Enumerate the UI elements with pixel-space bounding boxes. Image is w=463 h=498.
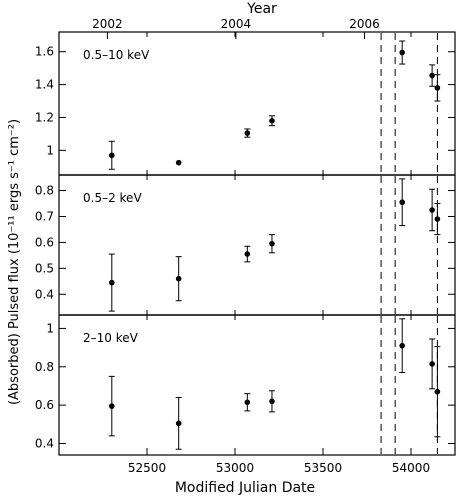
panel-label: 0.5–2 keV [83, 191, 142, 205]
x-axis-label: Modified Julian Date [175, 480, 315, 496]
y-axis-tick-label: 0.4 [35, 436, 54, 450]
top-axis-tick-label: 2004 [221, 17, 252, 31]
y-axis-tick-label: 0.8 [35, 360, 54, 374]
data-point [434, 388, 441, 395]
data-point [244, 251, 251, 257]
data-point [244, 399, 251, 406]
data-point [399, 49, 406, 56]
data-point [399, 342, 406, 349]
data-point [434, 85, 441, 91]
x-axis-tick-label: 53500 [304, 461, 342, 475]
y-axis-tick-label: 1.2 [35, 110, 54, 124]
y-axis-label: (Absorbed) Pulsed flux (10⁻¹¹ ergs s⁻¹ c… [7, 119, 22, 405]
y-axis-tick-label: 0.7 [35, 209, 54, 223]
data-point [429, 361, 435, 367]
y-axis-tick-label: 0.6 [35, 398, 54, 412]
x-axis-tick-label: 54000 [392, 461, 430, 475]
y-axis-tick-label: 1 [46, 143, 54, 157]
y-axis-tick-label: 0.5 [35, 261, 54, 275]
data-point [109, 152, 115, 159]
data-point [399, 199, 406, 206]
y-axis-tick-label: 0.4 [35, 287, 54, 301]
data-point [429, 72, 435, 79]
data-point [269, 117, 275, 124]
data-point [434, 216, 441, 222]
data-point [109, 279, 115, 286]
data-point [269, 240, 275, 247]
top-axis-label: Year [246, 1, 277, 17]
y-axis-tick-label: 1 [46, 321, 54, 335]
top-axis-tick-label: 2006 [349, 17, 380, 31]
panel-label: 2–10 keV [83, 331, 139, 345]
data-point [109, 403, 115, 409]
top-axis-tick-label: 2002 [92, 17, 123, 31]
plot-frame [58, 31, 456, 456]
data-point [175, 159, 182, 166]
data-point [244, 130, 251, 136]
y-axis-tick-label: 0.6 [35, 235, 54, 249]
data-point [269, 398, 275, 405]
panel-label: 0.5–10 keV [83, 48, 150, 62]
data-point [429, 207, 435, 213]
y-axis-tick-label: 1.4 [35, 78, 54, 92]
plot-area: 2002 2004 2006 52500 53000 53500 54000 1 1.2 1.4 1… [35, 17, 456, 475]
x-axis-tick-label: 53000 [216, 461, 254, 475]
y-axis-tick-label: 1.6 [35, 45, 54, 59]
data-point [175, 275, 182, 282]
data-point [175, 420, 182, 427]
y-axis-tick-label: 0.8 [35, 184, 54, 198]
x-axis-tick-label: 52500 [128, 461, 166, 475]
